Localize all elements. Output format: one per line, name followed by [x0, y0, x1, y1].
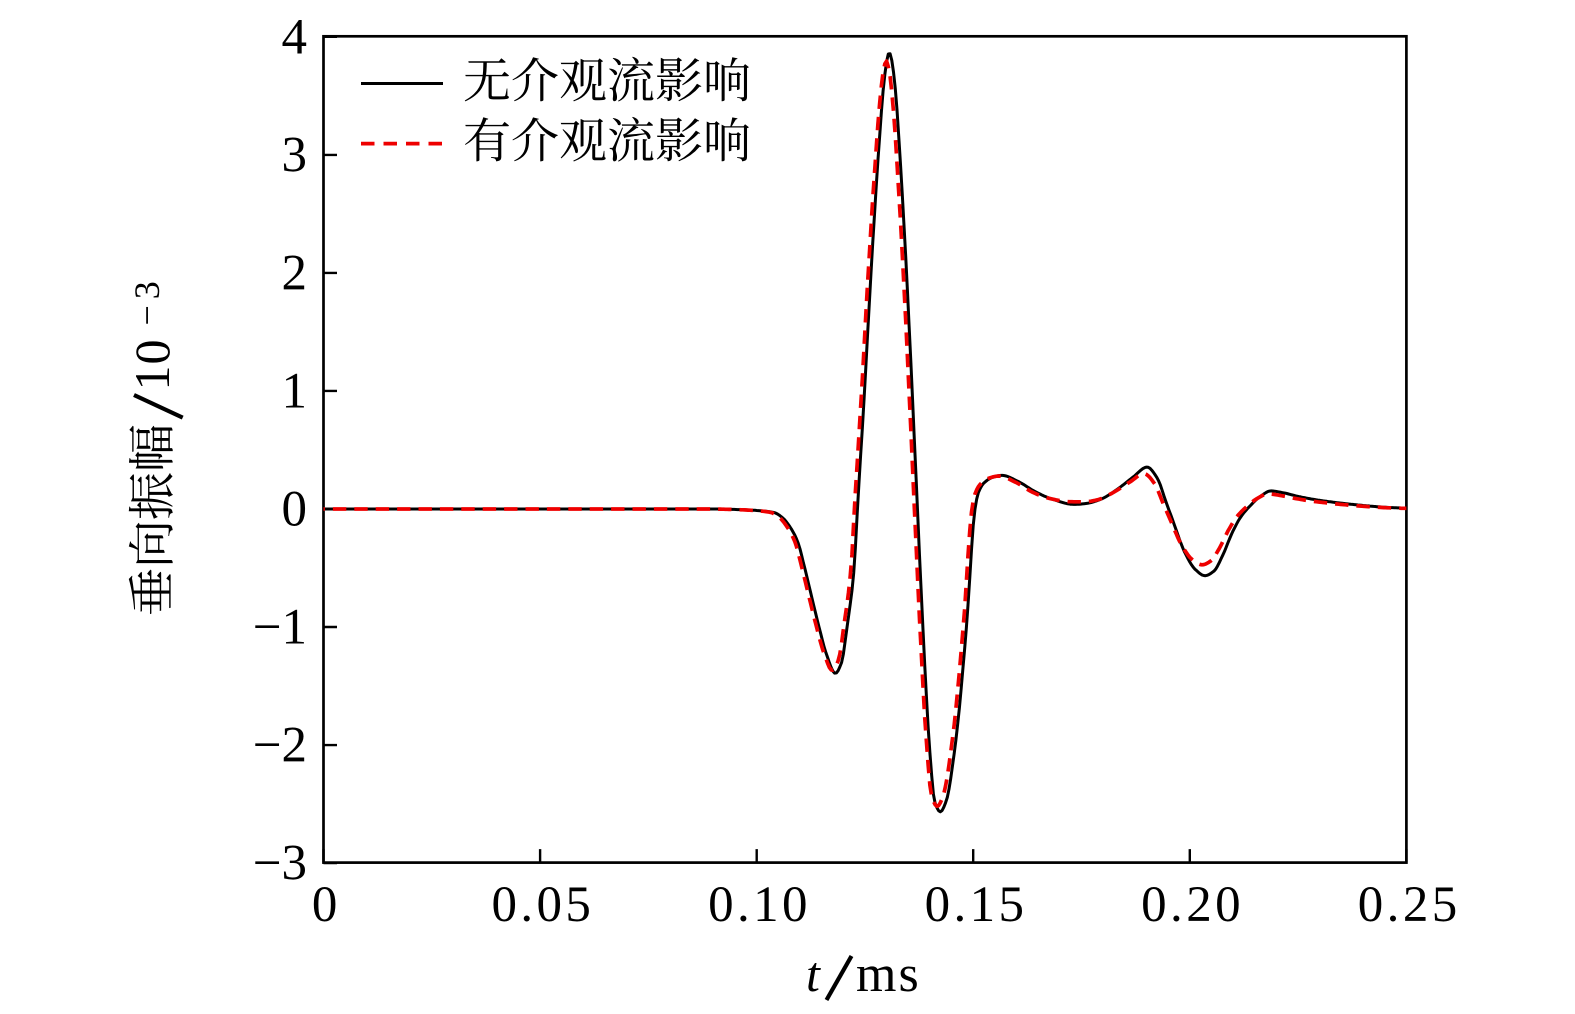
svg-text:0.10: 0.10: [708, 877, 811, 933]
svg-text:ms: ms: [856, 946, 921, 1003]
svg-text:3: 3: [282, 127, 308, 183]
svg-text:1: 1: [282, 363, 308, 419]
svg-text:0.15: 0.15: [925, 877, 1028, 933]
svg-text:−3: −3: [127, 275, 167, 325]
svg-text:2: 2: [282, 245, 308, 301]
svg-text:0: 0: [124, 340, 180, 365]
svg-text:−2: −2: [253, 718, 307, 774]
svg-text:0: 0: [312, 877, 341, 933]
svg-text:t: t: [806, 946, 821, 1002]
svg-text:0: 0: [282, 482, 308, 538]
svg-text:0.25: 0.25: [1358, 877, 1461, 933]
svg-text:4: 4: [282, 9, 308, 65]
svg-text:−1: −1: [253, 600, 307, 656]
svg-text:0.20: 0.20: [1141, 877, 1244, 933]
svg-text:1: 1: [124, 366, 180, 391]
svg-text:0.05: 0.05: [491, 877, 594, 933]
svg-text:−3: −3: [253, 836, 307, 892]
